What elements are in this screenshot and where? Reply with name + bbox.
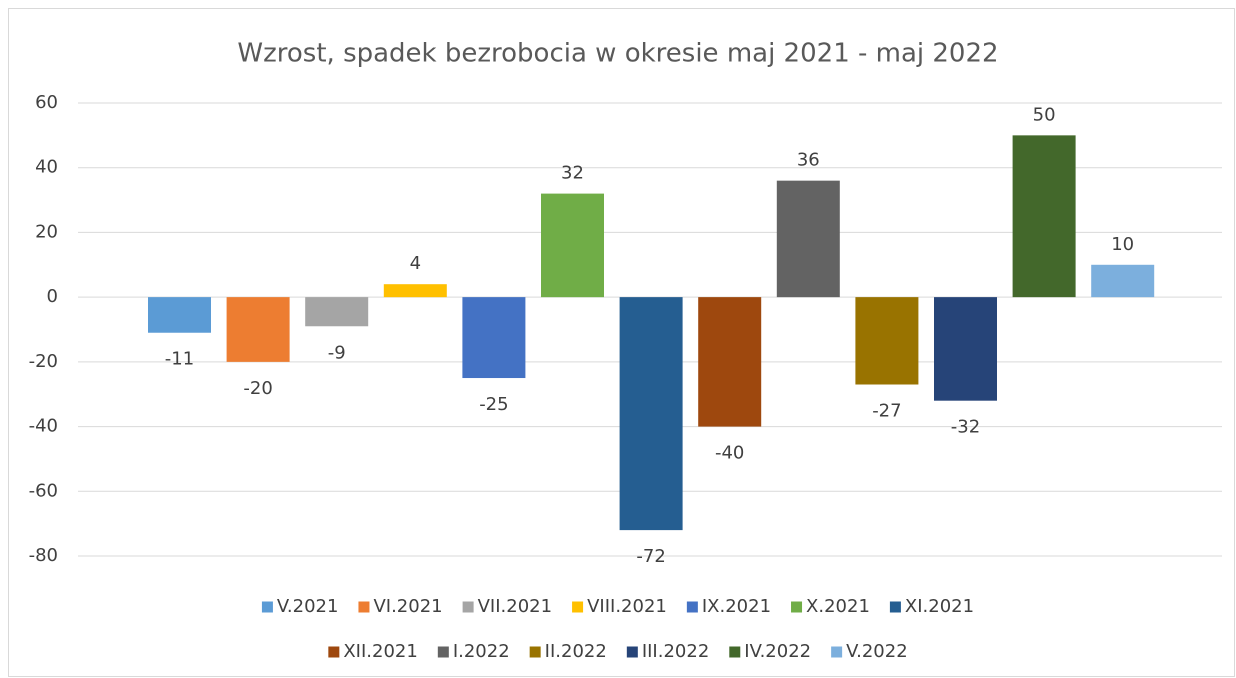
legend-swatch bbox=[462, 601, 474, 613]
legend-swatch bbox=[328, 646, 340, 658]
bar bbox=[226, 297, 290, 362]
legend-swatch bbox=[831, 646, 843, 658]
legend-label: VIII.2021 bbox=[587, 596, 667, 617]
legend-swatch bbox=[729, 646, 741, 658]
legend-swatch bbox=[889, 601, 901, 613]
legend-swatch bbox=[437, 646, 449, 658]
legend-label: XI.2021 bbox=[905, 596, 974, 617]
bar bbox=[383, 284, 447, 298]
data-label: 36 bbox=[797, 150, 820, 171]
legend-label: VII.2021 bbox=[478, 596, 552, 617]
legend-swatch bbox=[358, 601, 370, 613]
bar bbox=[698, 297, 762, 427]
data-label: 50 bbox=[1033, 104, 1056, 125]
y-tick-label: 20 bbox=[35, 221, 58, 242]
bar bbox=[619, 297, 683, 531]
legend-label: V.2021 bbox=[277, 596, 339, 617]
y-tick-label: -80 bbox=[29, 545, 58, 566]
data-label: -40 bbox=[715, 443, 744, 464]
legend-label: V.2022 bbox=[846, 641, 908, 662]
legend-label: I.2022 bbox=[453, 641, 510, 662]
legend-label: III.2022 bbox=[642, 641, 709, 662]
y-tick-label: -40 bbox=[29, 416, 58, 437]
data-label: -27 bbox=[872, 401, 901, 422]
data-label: 32 bbox=[561, 163, 584, 184]
legend-label: X.2021 bbox=[806, 596, 870, 617]
legend-label: II.2022 bbox=[545, 641, 607, 662]
legend-label: XII.2021 bbox=[343, 641, 417, 662]
data-label: -11 bbox=[165, 349, 194, 370]
y-tick-label: 40 bbox=[35, 157, 58, 178]
y-tick-label: 0 bbox=[47, 286, 58, 307]
legend-label: IV.2022 bbox=[744, 641, 811, 662]
bar bbox=[1091, 264, 1155, 298]
legend-label: VI.2021 bbox=[373, 596, 442, 617]
legend-label: IX.2021 bbox=[702, 596, 771, 617]
chart-title: Wzrost, spadek bezrobocia w okresie maj … bbox=[237, 39, 998, 69]
data-label: -20 bbox=[243, 378, 272, 399]
data-label: 10 bbox=[1111, 234, 1134, 255]
y-tick-label: -20 bbox=[29, 351, 58, 372]
bar bbox=[1012, 135, 1076, 298]
y-tick-label: -60 bbox=[29, 480, 58, 501]
legend-swatch bbox=[261, 601, 273, 613]
legend-swatch bbox=[572, 601, 584, 613]
legend-swatch bbox=[686, 601, 698, 613]
bar bbox=[855, 297, 919, 385]
bar bbox=[934, 297, 997, 401]
legend-swatch bbox=[626, 646, 638, 658]
bar bbox=[541, 193, 604, 298]
bar bbox=[305, 297, 369, 327]
bar bbox=[776, 180, 840, 298]
data-label: -72 bbox=[636, 546, 665, 567]
legend-swatch bbox=[791, 601, 803, 613]
legend-swatch bbox=[529, 646, 541, 658]
bar bbox=[462, 297, 526, 379]
data-label: -25 bbox=[479, 394, 508, 415]
data-label: -32 bbox=[951, 417, 980, 438]
y-tick-label: 60 bbox=[35, 92, 58, 113]
data-label: 4 bbox=[410, 253, 421, 274]
bar bbox=[148, 297, 211, 333]
data-label: -9 bbox=[328, 342, 346, 363]
